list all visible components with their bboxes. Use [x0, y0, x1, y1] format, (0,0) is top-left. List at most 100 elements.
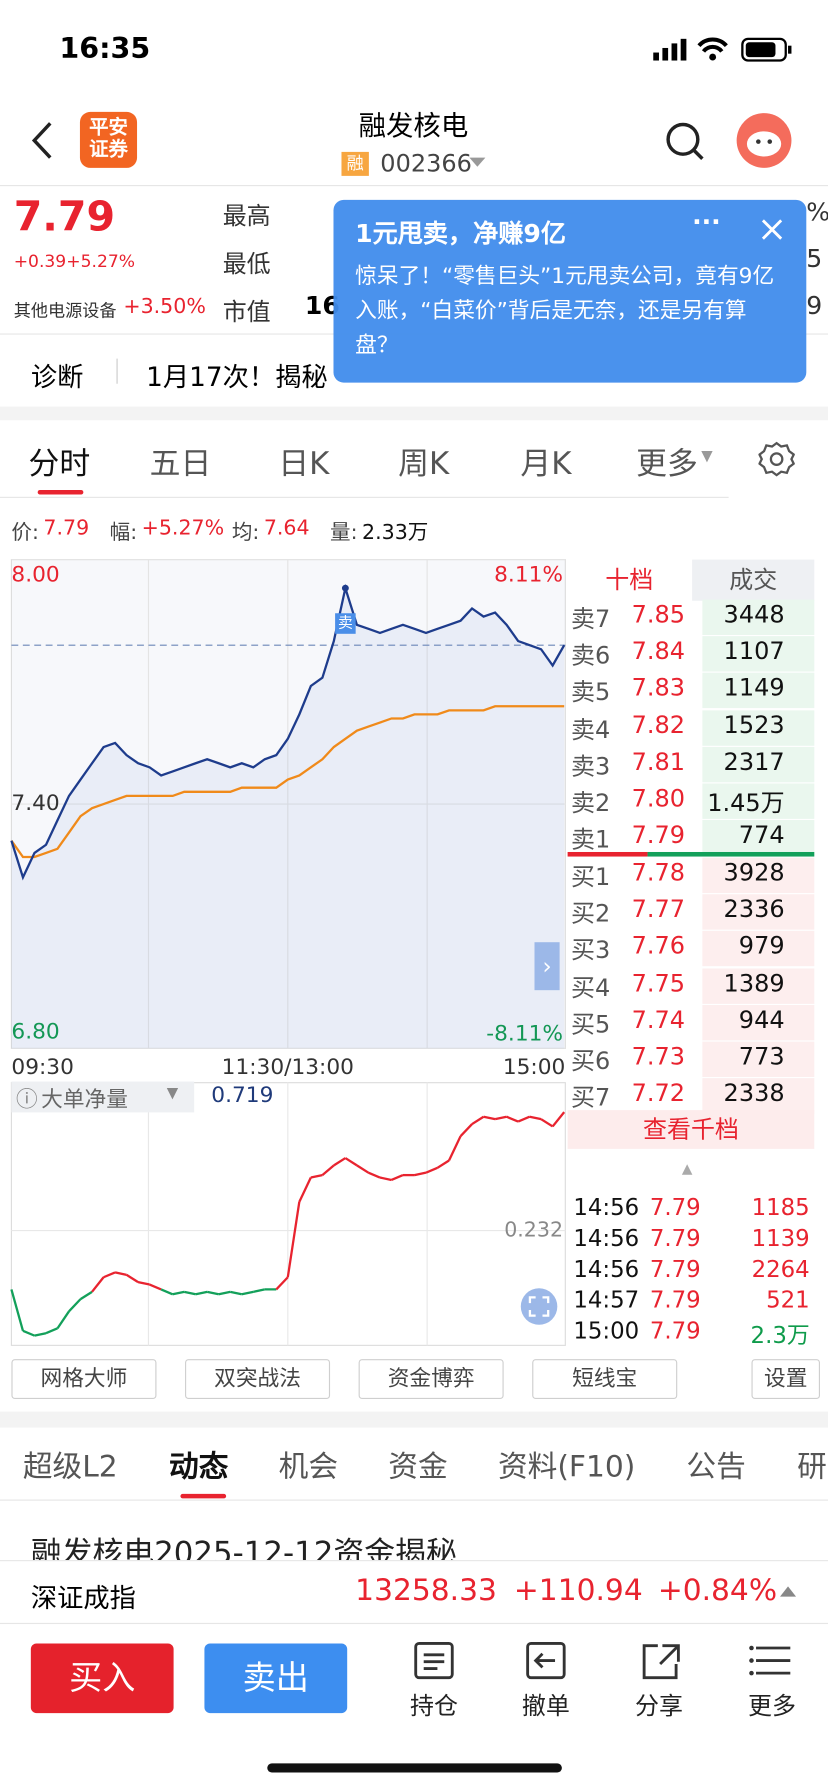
- flow-segment: [551, 1111, 566, 1128]
- book-more[interactable]: 查看千档: [567, 1110, 815, 1149]
- expand-arrow: [780, 1586, 797, 1597]
- period-tab[interactable]: 月K: [520, 446, 572, 482]
- content-tab[interactable]: 研: [797, 1450, 827, 1485]
- trade-time: 14:57: [573, 1285, 640, 1314]
- content-tab[interactable]: 资金: [388, 1450, 448, 1485]
- tool-button[interactable]: 资金博弈: [358, 1359, 504, 1400]
- content-tab[interactable]: 机会: [278, 1450, 339, 1485]
- content-tab[interactable]: 动态: [169, 1450, 229, 1485]
- back-button[interactable]: [25, 119, 59, 165]
- flow-header[interactable]: ⓘ 大单净量 ▼: [11, 1081, 195, 1113]
- index-bar[interactable]: 深证成指 13258.33 +110.94 +0.84%: [0, 1560, 828, 1625]
- logo-line: 平安: [89, 116, 128, 140]
- trade-price: 7.79: [649, 1316, 701, 1345]
- book-price: 7.76: [631, 932, 685, 960]
- expand-handle[interactable]: ›: [534, 942, 560, 991]
- fullscreen-button[interactable]: [520, 1287, 559, 1326]
- flow-segment: [160, 1288, 174, 1296]
- period-tab[interactable]: 更多: [636, 446, 698, 482]
- last-price: 7.79: [13, 194, 116, 241]
- period-tab[interactable]: 日K: [278, 446, 330, 482]
- flow-segment: [447, 1135, 462, 1162]
- price-change: +0.39: [13, 251, 67, 272]
- x-tick-label: 09:30: [11, 1055, 74, 1080]
- tool-button[interactable]: 双突战法: [185, 1359, 331, 1400]
- tool-button[interactable]: 短线宝: [532, 1359, 678, 1400]
- period-tab[interactable]: 五日: [149, 446, 212, 482]
- book-level: 卖6: [571, 642, 611, 670]
- trade-price: 7.79: [649, 1285, 701, 1314]
- broker-logo[interactable]: 平安 证券: [79, 111, 138, 168]
- flow-segment: [22, 1329, 35, 1337]
- trade-volume: 1139: [751, 1224, 810, 1252]
- edge-text: 5: [806, 245, 823, 275]
- action-label[interactable]: 撤单: [521, 1692, 570, 1720]
- trade-time: 15:00: [573, 1316, 640, 1345]
- content-tab[interactable]: 资料(F10): [497, 1450, 636, 1485]
- flow-segment: [286, 1201, 301, 1278]
- book-level: 卖1: [571, 825, 611, 854]
- news-popup[interactable]: 1元甩卖，净赚9亿 ··· 惊呆了！“零售巨头”1元甩卖公司，竟有9亿入账，“白…: [333, 199, 807, 383]
- x-tick-label: 11:30/13:00: [222, 1055, 354, 1080]
- flow-segment: [367, 1171, 381, 1179]
- book-price: 7.74: [631, 1005, 685, 1034]
- avatar[interactable]: [735, 112, 792, 169]
- content-tab[interactable]: 超级L2: [22, 1450, 118, 1485]
- tool-button[interactable]: 设置: [751, 1359, 821, 1400]
- book-volume: 1107: [723, 637, 785, 665]
- flow-segment: [333, 1157, 346, 1167]
- edge-text: 9: [806, 292, 823, 321]
- book-level: 卖5: [571, 678, 611, 707]
- code-dropdown[interactable]: [467, 155, 488, 169]
- flow-segment: [10, 1289, 25, 1332]
- flow-segment: [91, 1276, 105, 1293]
- tool-button[interactable]: 网格大师: [11, 1359, 157, 1400]
- book-volume: 2336: [723, 895, 785, 924]
- flow-segment: [391, 1174, 404, 1182]
- info-value: 7.64: [263, 516, 310, 541]
- flow-current: 0.719: [211, 1082, 274, 1108]
- flow-segment: [229, 1290, 242, 1296]
- book-row-bg: [702, 599, 815, 635]
- sell-button[interactable]: 卖出: [204, 1643, 348, 1714]
- flow-segment: [68, 1298, 82, 1313]
- trade-volume: 2.3万: [750, 1321, 810, 1349]
- flow-segment: [275, 1276, 289, 1291]
- book-level: 卖4: [571, 715, 611, 744]
- search-button[interactable]: [662, 119, 708, 165]
- diagnosis-text[interactable]: 1月17次！揭秘: [146, 363, 328, 393]
- action-icons: [414, 1642, 791, 1680]
- signal-badge: [335, 613, 356, 634]
- y-tick-label: 8.00: [11, 563, 59, 588]
- book-row-bg: [702, 931, 815, 967]
- popup-more[interactable]: ···: [692, 208, 721, 238]
- flow-segment: [206, 1290, 219, 1296]
- popup-title: 1元甩卖，净赚9亿: [355, 220, 567, 249]
- book-volume: 1.45万: [707, 789, 785, 817]
- stock-name: 融发核电: [358, 109, 469, 142]
- flow-segment: [103, 1271, 116, 1279]
- action-label[interactable]: 更多: [748, 1692, 797, 1720]
- content-tab[interactable]: 公告: [686, 1450, 746, 1485]
- book-volume: 1149: [723, 674, 785, 702]
- book-level: 买3: [571, 936, 611, 965]
- settings-gear[interactable]: [758, 441, 795, 478]
- flow-segment: [56, 1310, 70, 1329]
- index-name: 深证成指: [30, 1584, 136, 1614]
- popup-body: 惊呆了！“零售巨头”1元甩卖公司，竟有9亿入账，“白菜价”背后是无奈，还是另有算…: [355, 263, 775, 358]
- period-tab[interactable]: 周K: [398, 446, 450, 482]
- action-label[interactable]: 分享: [634, 1692, 683, 1720]
- buy-button[interactable]: 买入: [30, 1643, 174, 1714]
- book-level: 卖7: [571, 605, 611, 633]
- flow-segment: [241, 1290, 254, 1296]
- separator: [116, 358, 118, 384]
- period-tab[interactable]: 分时: [28, 446, 91, 482]
- info-label: 均:: [231, 520, 260, 545]
- book-row-bg: [702, 1041, 815, 1077]
- action-label[interactable]: 持仓: [410, 1692, 458, 1720]
- flow-segment: [125, 1273, 139, 1284]
- popup-close[interactable]: [759, 217, 784, 242]
- flow-segment: [436, 1159, 450, 1169]
- flow-segment: [414, 1171, 427, 1177]
- flow-segment: [114, 1271, 127, 1276]
